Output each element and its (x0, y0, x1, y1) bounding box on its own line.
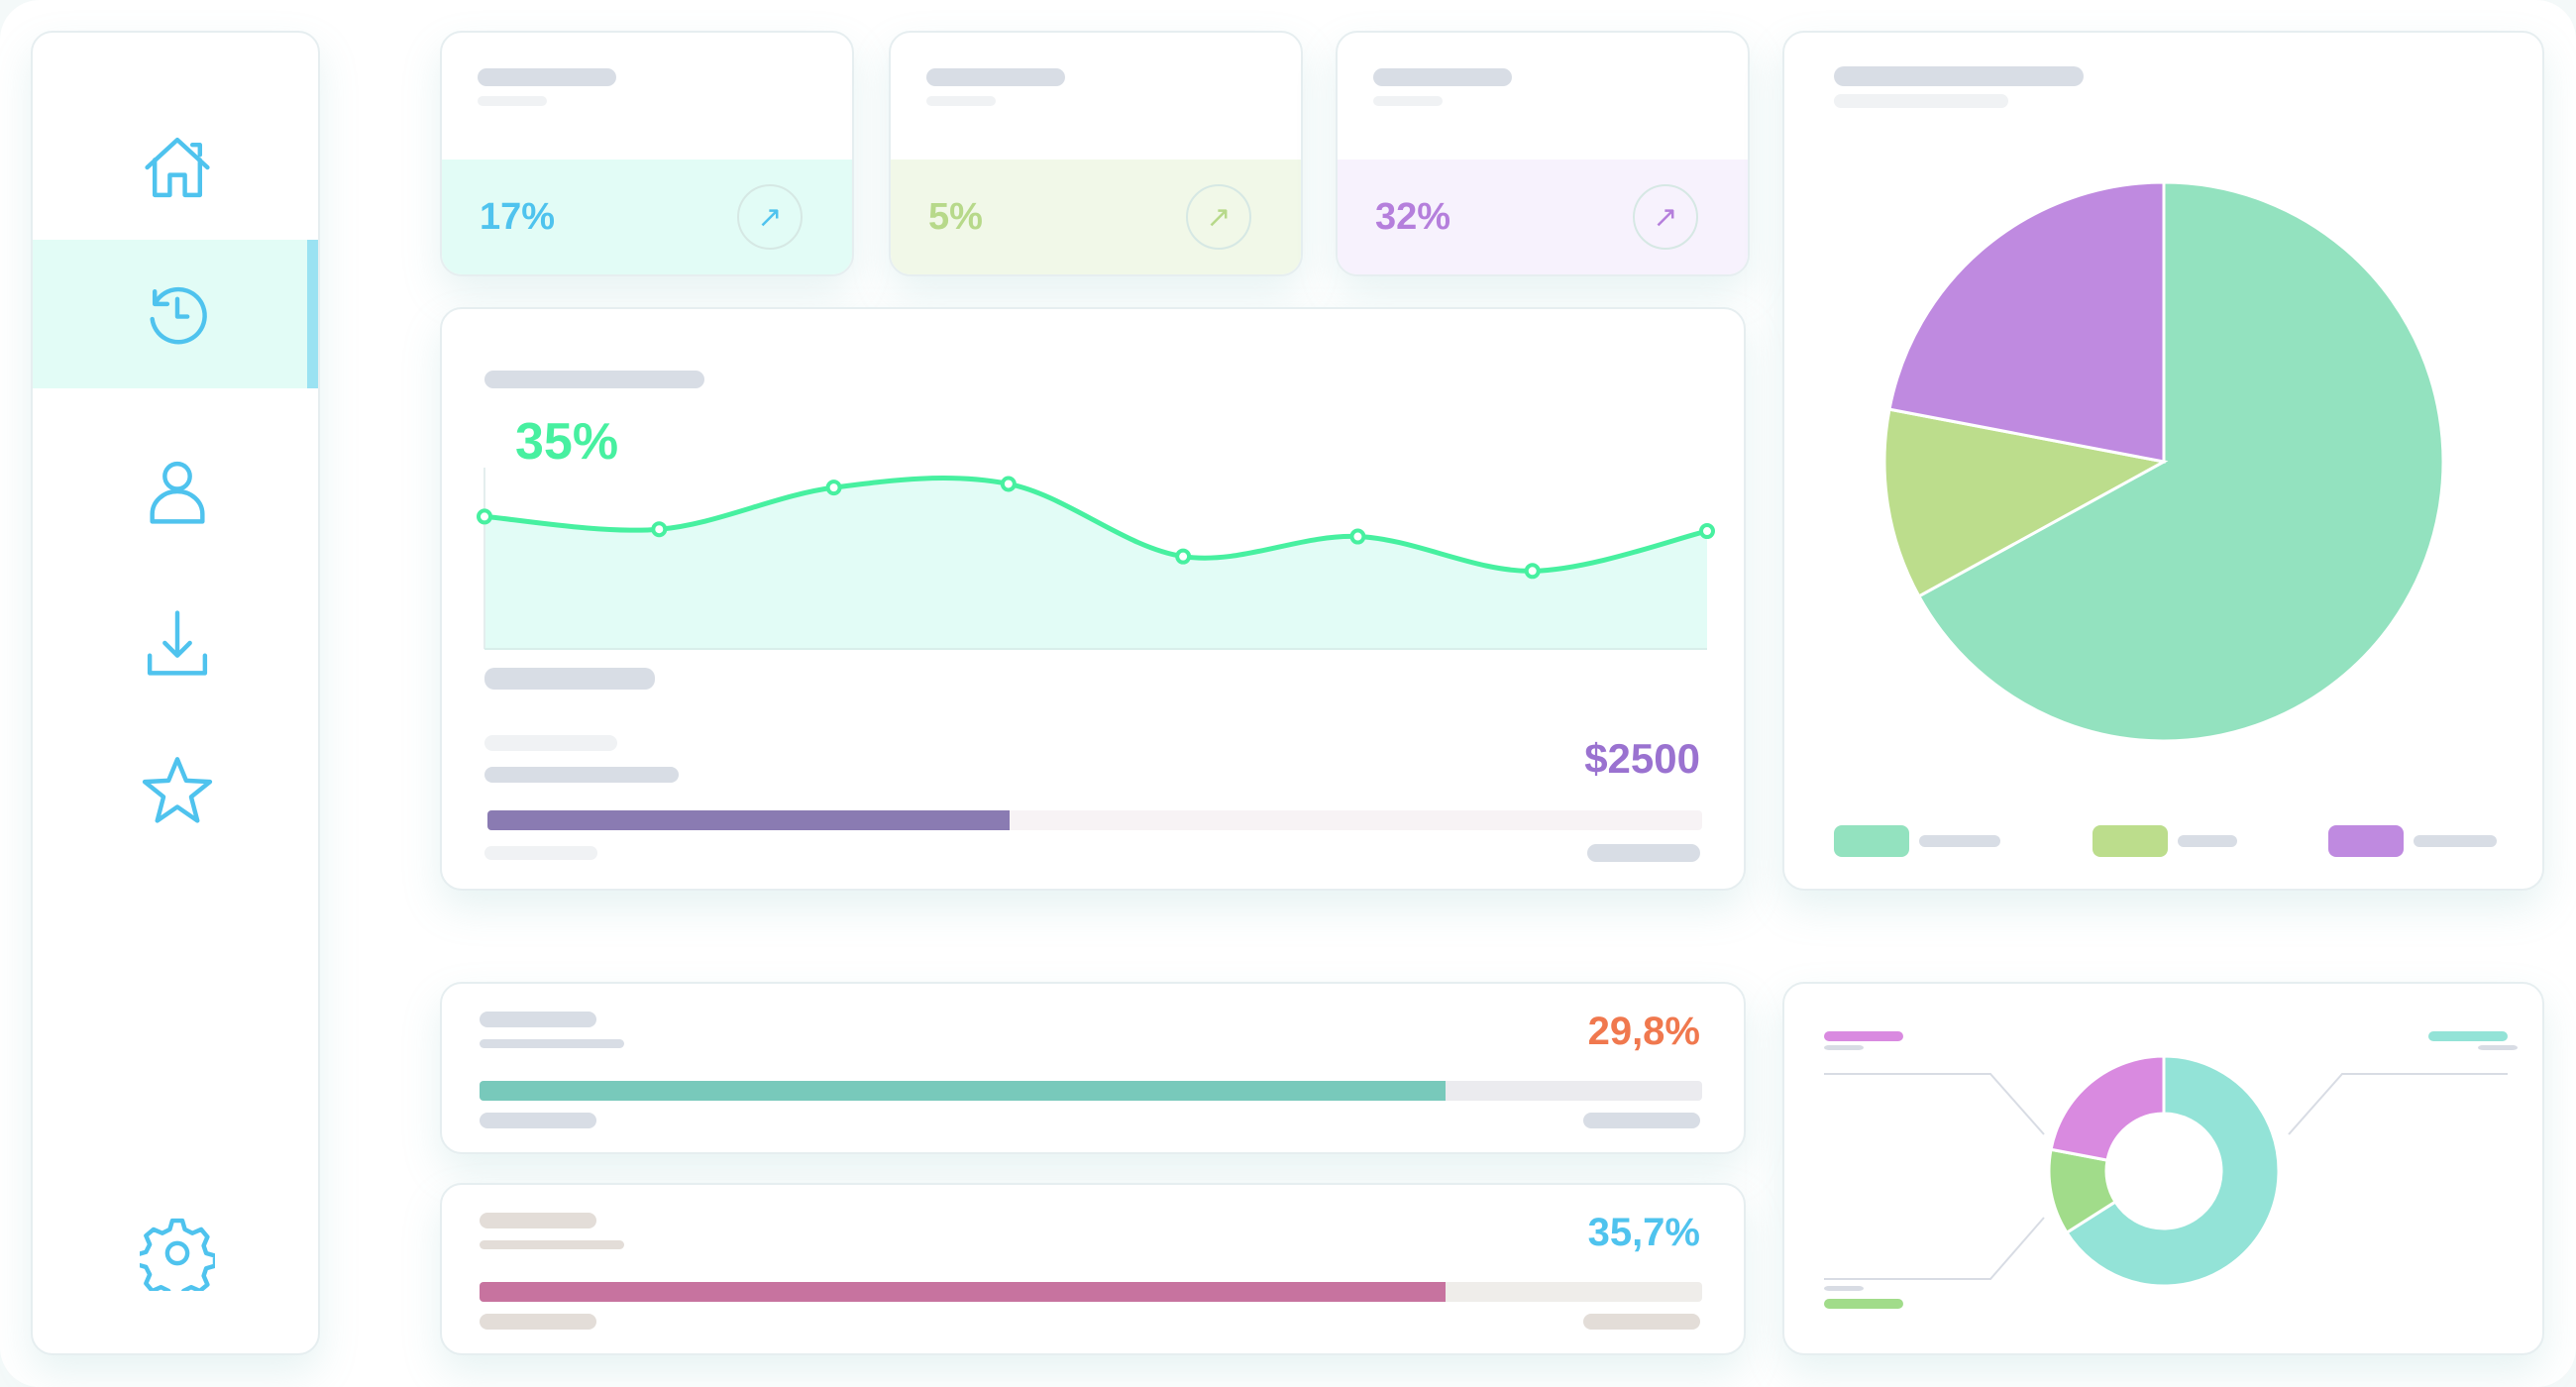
data-point[interactable] (1349, 528, 1366, 545)
series-line (483, 476, 1708, 574)
legend-label-placeholder (2178, 835, 2237, 847)
donut-chart (1824, 1031, 2518, 1309)
trend-card: 35% $2500 (440, 307, 1746, 891)
placeholder (1373, 68, 1512, 86)
legend-label-placeholder (2414, 835, 2497, 847)
placeholder (1583, 1113, 1700, 1128)
legend-swatch[interactable] (2093, 825, 2168, 857)
placeholder (484, 846, 597, 860)
stat-body: 17% ↗ (442, 160, 852, 274)
pie-card (1782, 31, 2544, 891)
data-point[interactable] (477, 508, 492, 525)
home-icon (145, 137, 210, 198)
placeholder (480, 1039, 624, 1048)
label-placeholder (1824, 1286, 1864, 1291)
nav-favorites[interactable] (33, 716, 318, 865)
placeholder (1583, 1314, 1700, 1330)
stat-value: 17% (480, 195, 556, 238)
label-placeholder (1824, 1031, 1903, 1041)
nav-download[interactable] (33, 569, 318, 717)
pie-chart (1882, 180, 2445, 743)
placeholder (480, 1314, 596, 1330)
data-point[interactable] (651, 521, 668, 538)
stat-value: 32% (1375, 195, 1451, 238)
metric-bar-fill (480, 1081, 1446, 1101)
label-placeholder (1824, 1299, 1903, 1309)
placeholder (478, 68, 616, 86)
placeholder (484, 767, 679, 783)
progress-bar (487, 810, 1702, 830)
placeholder (484, 668, 655, 690)
data-point[interactable] (1699, 523, 1715, 540)
metric-card: 29,8% (440, 982, 1746, 1154)
pie-slice[interactable] (2064, 1054, 2281, 1288)
label-placeholder (1824, 1045, 1864, 1050)
placeholder (484, 371, 704, 388)
pie-slice[interactable] (2049, 1054, 2166, 1162)
data-point[interactable] (1524, 563, 1541, 580)
stat-body: 5% ↗ (891, 160, 1301, 274)
legend-label-placeholder (1919, 835, 2000, 847)
trend-value: 35% (515, 413, 619, 471)
nav-settings[interactable] (33, 1179, 318, 1328)
metric-value: 29,8% (1587, 1010, 1700, 1053)
metric-bar (480, 1282, 1702, 1302)
nav-history[interactable] (33, 240, 318, 388)
placeholder (480, 1240, 624, 1249)
gear-icon (140, 1218, 215, 1291)
area-chart (477, 468, 1715, 650)
stat-card[interactable]: 5% ↗ (889, 31, 1303, 276)
arrow-up-right-icon[interactable]: ↗ (1633, 184, 1698, 250)
download-icon (147, 610, 208, 676)
progress-fill (487, 810, 1011, 830)
placeholder (484, 735, 617, 751)
leader-line (1824, 1073, 2045, 1135)
data-point[interactable] (1175, 548, 1192, 565)
metric-card: 35,7% (440, 1183, 1746, 1355)
arrow-up-right-icon[interactable]: ↗ (737, 184, 803, 250)
pie-slice[interactable] (1887, 180, 2166, 464)
donut-card (1782, 982, 2544, 1355)
stat-body: 32% ↗ (1338, 160, 1748, 274)
nav-profile[interactable] (33, 417, 318, 566)
stat-card[interactable]: 17% ↗ (440, 31, 854, 276)
star-icon (142, 757, 213, 823)
leader-line (1824, 1217, 2045, 1280)
sidebar (31, 31, 320, 1355)
placeholder (1373, 96, 1443, 106)
placeholder (1587, 844, 1700, 862)
active-indicator (307, 240, 318, 388)
metric-bar-fill (480, 1282, 1446, 1302)
placeholder (926, 96, 996, 106)
user-icon (150, 461, 205, 524)
placeholder (926, 68, 1065, 86)
legend-swatch[interactable] (1834, 825, 1909, 857)
area-fill (484, 478, 1707, 649)
pie-slice[interactable] (1882, 407, 2169, 598)
legend-swatch[interactable] (2328, 825, 2404, 857)
nav-home[interactable] (33, 93, 318, 242)
placeholder (480, 1113, 596, 1128)
metric-bar (480, 1081, 1702, 1101)
data-point[interactable] (825, 480, 842, 496)
placeholder (480, 1213, 596, 1228)
leader-line (2288, 1073, 2508, 1135)
pie-slice[interactable] (1916, 180, 2445, 743)
label-placeholder (2478, 1045, 2518, 1050)
pie-slice[interactable] (2047, 1147, 2118, 1235)
stat-value: 5% (928, 195, 983, 238)
history-icon (150, 286, 207, 345)
arrow-up-right-icon[interactable]: ↗ (1186, 184, 1251, 250)
placeholder (1834, 94, 2008, 108)
metric-value: 35,7% (1587, 1211, 1700, 1254)
amount-value: $2500 (1584, 735, 1700, 782)
stat-card[interactable]: 32% ↗ (1336, 31, 1750, 276)
placeholder (1834, 66, 2084, 86)
placeholder (480, 1012, 596, 1027)
placeholder (478, 96, 547, 106)
label-placeholder (2428, 1031, 2508, 1041)
data-point[interactable] (1000, 476, 1017, 492)
